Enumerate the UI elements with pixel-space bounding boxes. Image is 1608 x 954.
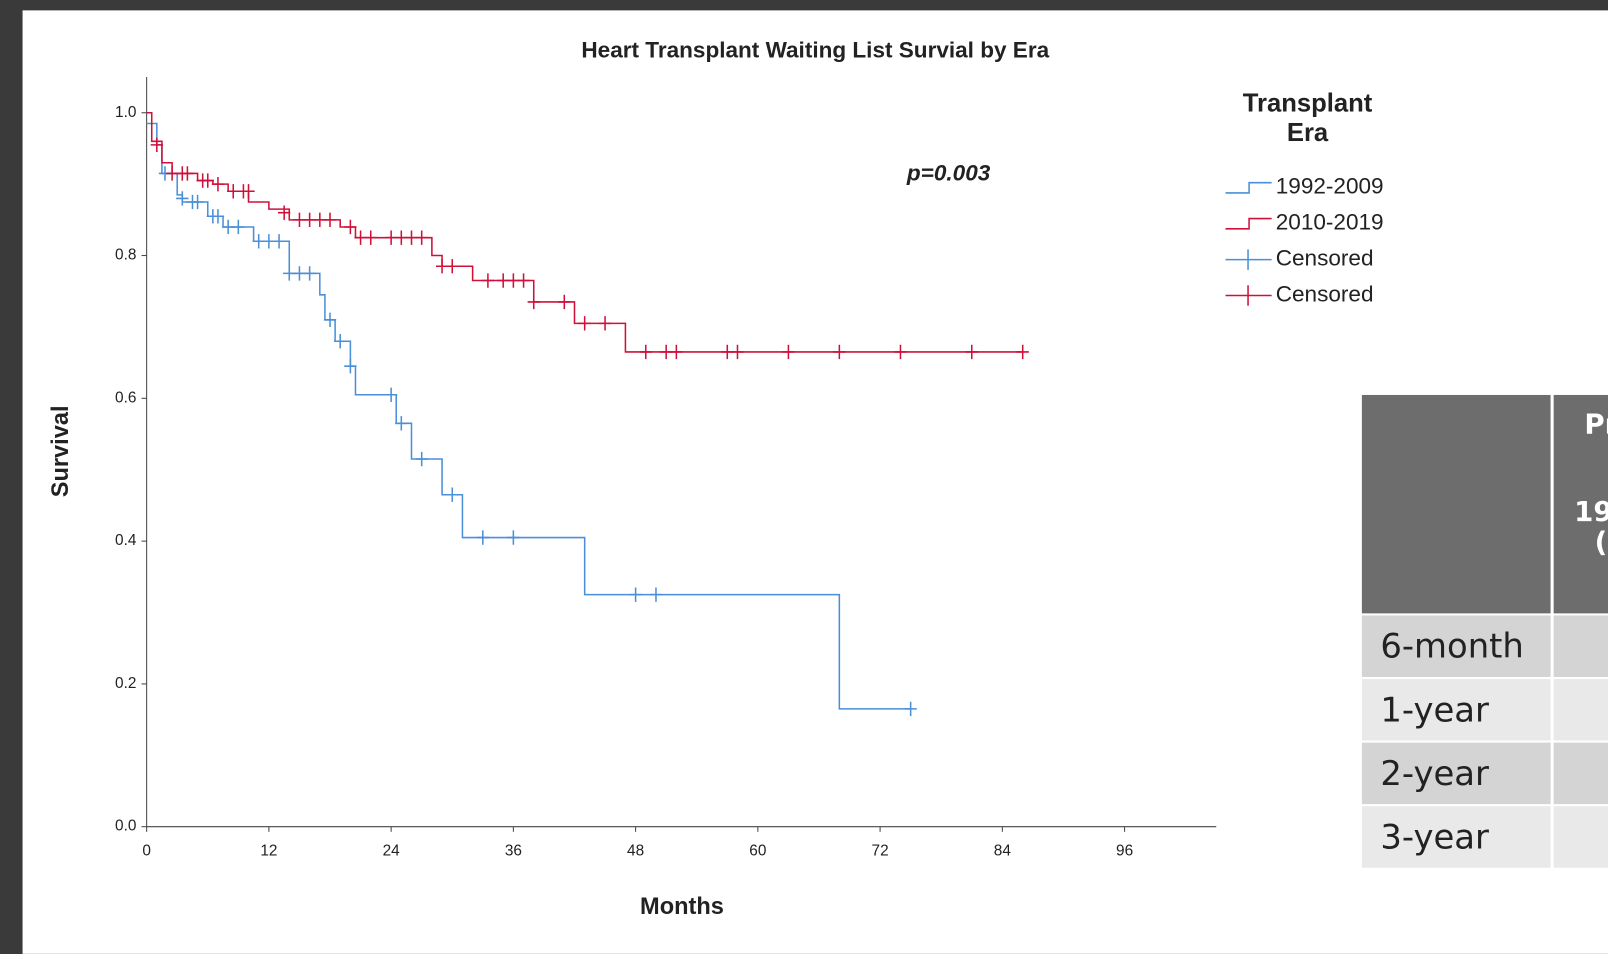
- chart-title: Heart Transplant Waiting List Survial by…: [581, 37, 1049, 62]
- censor-mark: [211, 176, 225, 192]
- censor-mark: [527, 294, 540, 310]
- table-cell: [1553, 615, 1608, 677]
- x-tick-label: 24: [383, 842, 401, 859]
- censor-mark: [446, 487, 459, 502]
- censor-mark: [670, 344, 683, 360]
- censor-mark: [364, 230, 377, 245]
- censor-mark: [211, 209, 225, 224]
- table-cell: [1553, 806, 1608, 868]
- table-row-label: 3-year: [1380, 818, 1489, 857]
- censor-mark: [384, 387, 398, 402]
- censor-mark: [1016, 344, 1029, 360]
- x-tick-label: 0: [142, 842, 151, 859]
- censor-mark: [558, 294, 571, 310]
- censor-mark: [272, 234, 286, 249]
- x-tick-label: 60: [749, 842, 766, 859]
- table-cell: [1361, 806, 1551, 868]
- x-tick-label: 12: [260, 842, 277, 859]
- legend-symbol: [1225, 181, 1272, 194]
- censor-mark: [150, 137, 163, 153]
- censor-mark: [904, 701, 917, 717]
- y-tick-label: 0.2: [115, 675, 136, 692]
- censor-mark: [181, 166, 194, 181]
- censor-mark: [395, 416, 408, 431]
- table-header-text: Pr: [1584, 408, 1608, 441]
- censor-mark: [334, 334, 347, 349]
- censor-mark: [578, 316, 591, 331]
- censor-mark: [176, 191, 189, 206]
- censor-mark: [303, 266, 316, 281]
- censor-mark: [517, 273, 530, 288]
- censor-mark: [598, 316, 612, 331]
- table-cell: [1553, 679, 1608, 741]
- censor-mark: [476, 530, 489, 545]
- censor-mark: [731, 344, 744, 360]
- legend-label: 1992-2009: [1276, 174, 1384, 199]
- censor-mark: [965, 344, 978, 360]
- x-tick-label: 48: [627, 842, 644, 859]
- censor-mark: [415, 451, 428, 467]
- x-tick-label: 72: [872, 842, 889, 859]
- censor-mark: [415, 230, 428, 245]
- x-tick-label: 36: [505, 842, 522, 859]
- legend-symbol: [1225, 217, 1272, 230]
- y-tick-label: 0.4: [115, 532, 137, 549]
- table-cell: [1361, 679, 1551, 741]
- table-row-label: 6-month: [1380, 627, 1524, 666]
- legend-title: Transplant: [1243, 90, 1373, 118]
- censor-mark: [242, 184, 255, 199]
- censor-mark: [649, 587, 663, 602]
- x-tick-label: 84: [994, 842, 1012, 859]
- y-tick-label: 1.0: [115, 104, 136, 121]
- x-tick-label: 96: [1116, 842, 1133, 859]
- censor-mark: [191, 194, 204, 210]
- censor-mark: [446, 259, 459, 274]
- censor-mark: [782, 344, 795, 360]
- censor-mark: [201, 173, 214, 188]
- table-header-text: 19: [1574, 495, 1608, 528]
- censor-mark: [481, 273, 495, 288]
- censor-mark: [344, 359, 357, 374]
- censor-mark: [507, 530, 520, 545]
- legend-label: Censored: [1276, 281, 1374, 306]
- table-header-text: (: [1595, 526, 1608, 559]
- censor-mark: [639, 344, 652, 360]
- legend-symbol: [1225, 249, 1272, 270]
- censor-mark: [323, 312, 337, 327]
- censor-mark: [232, 219, 245, 235]
- table-row-label: 1-year: [1380, 690, 1489, 729]
- table-row-label: 2-year: [1380, 754, 1489, 793]
- censor-mark: [323, 212, 337, 228]
- table-cell: [1361, 615, 1551, 677]
- y-axis-label: Survival: [47, 405, 73, 497]
- table-cell: [1553, 742, 1608, 805]
- censor-mark: [629, 587, 642, 602]
- legend-label: Censored: [1276, 246, 1374, 271]
- table-header-cell: [1553, 394, 1608, 614]
- censor-mark: [278, 205, 291, 220]
- y-tick-label: 0.6: [115, 389, 136, 406]
- censor-mark: [833, 344, 846, 360]
- censor-mark: [344, 219, 357, 235]
- legend-label: 2010-2019: [1276, 210, 1384, 235]
- y-tick-label: 0.0: [115, 818, 136, 835]
- slide-background: [22, 10, 1608, 954]
- table-cell: [1361, 742, 1551, 805]
- legend-symbol: [1225, 285, 1272, 306]
- legend-title: Era: [1287, 119, 1329, 147]
- x-axis-label: Months: [640, 893, 724, 919]
- p-value-annotation: p=0.003: [906, 160, 991, 185]
- table-header-cell: [1361, 394, 1551, 614]
- censor-mark: [894, 344, 907, 360]
- y-tick-label: 0.8: [115, 247, 136, 264]
